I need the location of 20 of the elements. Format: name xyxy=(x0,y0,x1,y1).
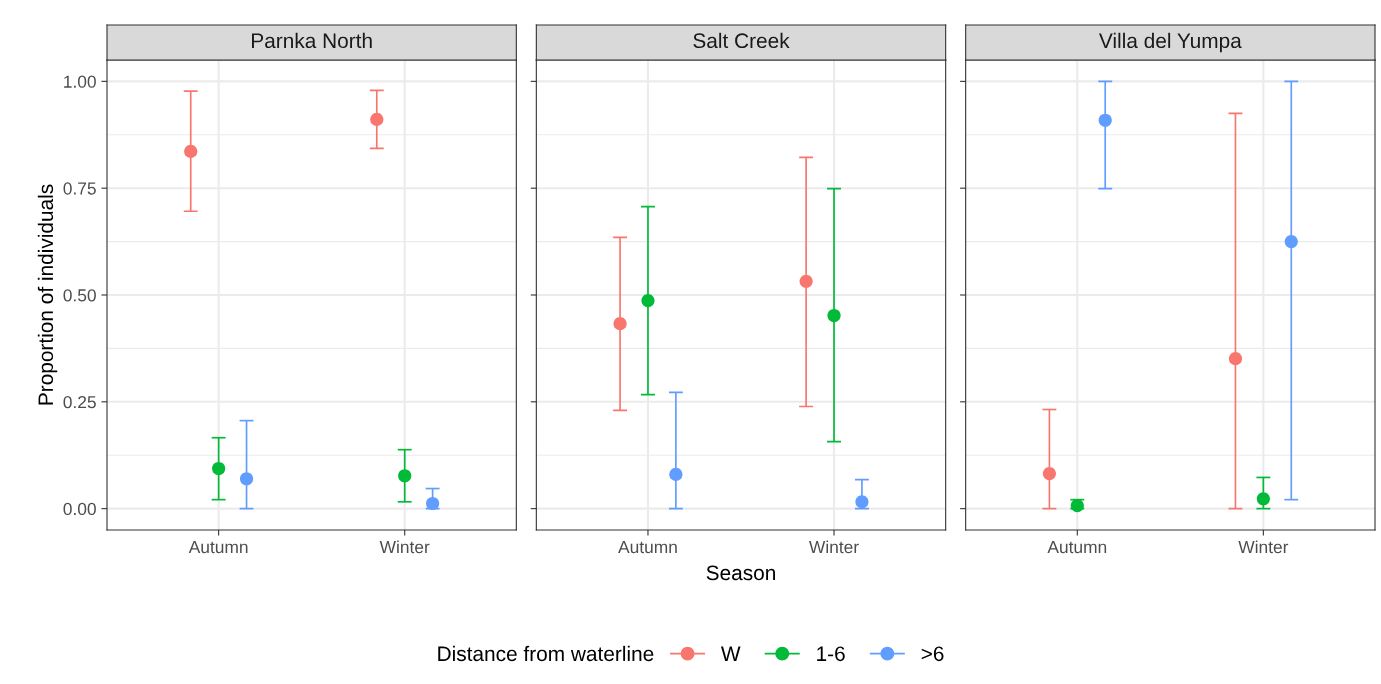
legend-title: Distance from waterline xyxy=(438,645,654,662)
y-tick-label: 0.00 xyxy=(63,502,96,516)
y-tick-label: 1.00 xyxy=(64,75,96,88)
y-tick-label: 0.25 xyxy=(63,395,96,409)
y-tick-label: 0.75 xyxy=(63,182,96,195)
x-axis-title: Season xyxy=(706,565,775,581)
chart-title: Salt Creek xyxy=(693,32,790,49)
x-tick-label: Autumn xyxy=(1047,541,1107,554)
y-axis-title: Proportion of individuals xyxy=(37,184,58,405)
y-tick-label: 0.50 xyxy=(63,289,96,302)
x-tick-label: Autumn xyxy=(188,541,248,554)
legend-label: 1-6 xyxy=(817,646,845,662)
chart-title: Parnka North xyxy=(252,32,372,49)
legend-label: W xyxy=(720,646,741,661)
x-tick-label: Winter xyxy=(379,540,430,554)
legend-label: >6 xyxy=(921,646,944,662)
chart-title: Villa del Yumpa xyxy=(1098,32,1242,53)
x-tick-label: Winter xyxy=(1238,540,1289,554)
x-tick-label: Autumn xyxy=(618,541,677,554)
x-tick-label: Winter xyxy=(809,540,859,554)
